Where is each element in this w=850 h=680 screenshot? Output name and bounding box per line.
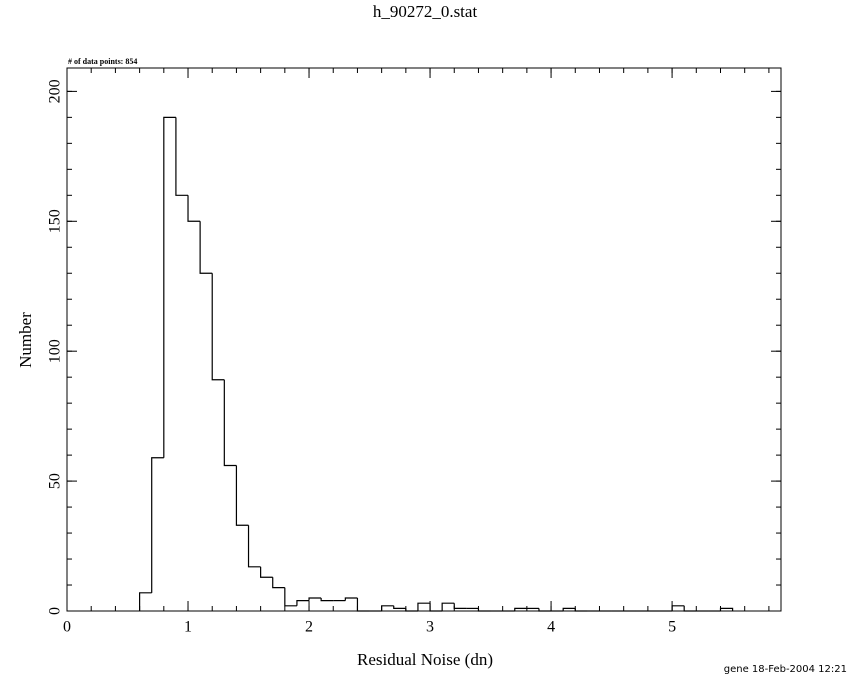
histogram-bar xyxy=(296,600,310,606)
x-tick-label: 0 xyxy=(63,619,71,636)
plot-frame xyxy=(66,67,782,612)
y-tick-label: 100 xyxy=(47,339,64,363)
histogram-bar xyxy=(719,607,734,611)
x-tick-label: 5 xyxy=(668,619,676,636)
histogram-bar xyxy=(405,608,418,612)
histogram-bar xyxy=(211,273,225,381)
histogram-bar xyxy=(514,607,527,611)
chart-title: h_90272_0.stat xyxy=(373,2,478,21)
histogram-bar xyxy=(272,577,285,589)
x-axis-label: Residual Noise (dn) xyxy=(357,650,493,669)
histogram-bar xyxy=(151,457,164,593)
x-tick-label: 3 xyxy=(426,619,434,636)
histogram-bar xyxy=(175,117,189,196)
histogram-bar xyxy=(381,605,394,611)
histogram-bar xyxy=(260,566,273,578)
x-tick-label: 1 xyxy=(184,619,192,636)
histogram-bar xyxy=(562,607,576,611)
footer: gene 18-Feb-2004 12:21 xyxy=(724,664,847,675)
annotation: # of data points: 854 xyxy=(68,57,137,66)
histogram-bar xyxy=(163,116,176,458)
histogram-bar xyxy=(683,605,697,612)
histogram-bar xyxy=(393,605,406,610)
y-tick-label: 150 xyxy=(47,209,64,233)
histogram-bar xyxy=(344,597,358,601)
histogram-bar xyxy=(320,598,334,602)
histogram-bar xyxy=(223,379,237,467)
histogram-bar xyxy=(139,592,152,611)
histogram-bar xyxy=(235,465,249,526)
x-tick-label: 4 xyxy=(547,619,555,636)
histogram-bar xyxy=(417,602,431,611)
y-tick-label: 0 xyxy=(47,607,64,615)
histogram-bar xyxy=(574,608,588,612)
histogram-bar xyxy=(187,195,201,222)
histogram-bar xyxy=(441,602,455,611)
histogram-bar xyxy=(247,525,261,568)
histogram-bar xyxy=(284,587,297,607)
histogram-bar xyxy=(538,608,552,612)
histogram-bar xyxy=(199,221,213,274)
y-tick-label: 50 xyxy=(47,473,64,489)
y-tick-label: 200 xyxy=(47,79,64,103)
histogram-bar xyxy=(671,605,685,611)
histogram-bar xyxy=(356,598,370,612)
histogram-bar xyxy=(308,597,322,601)
x-tick-label: 2 xyxy=(305,619,313,636)
histogram-bar xyxy=(453,603,467,610)
histogram-bar xyxy=(429,603,443,612)
histogram-bar xyxy=(477,608,491,612)
y-axis-label: Number xyxy=(16,312,35,368)
